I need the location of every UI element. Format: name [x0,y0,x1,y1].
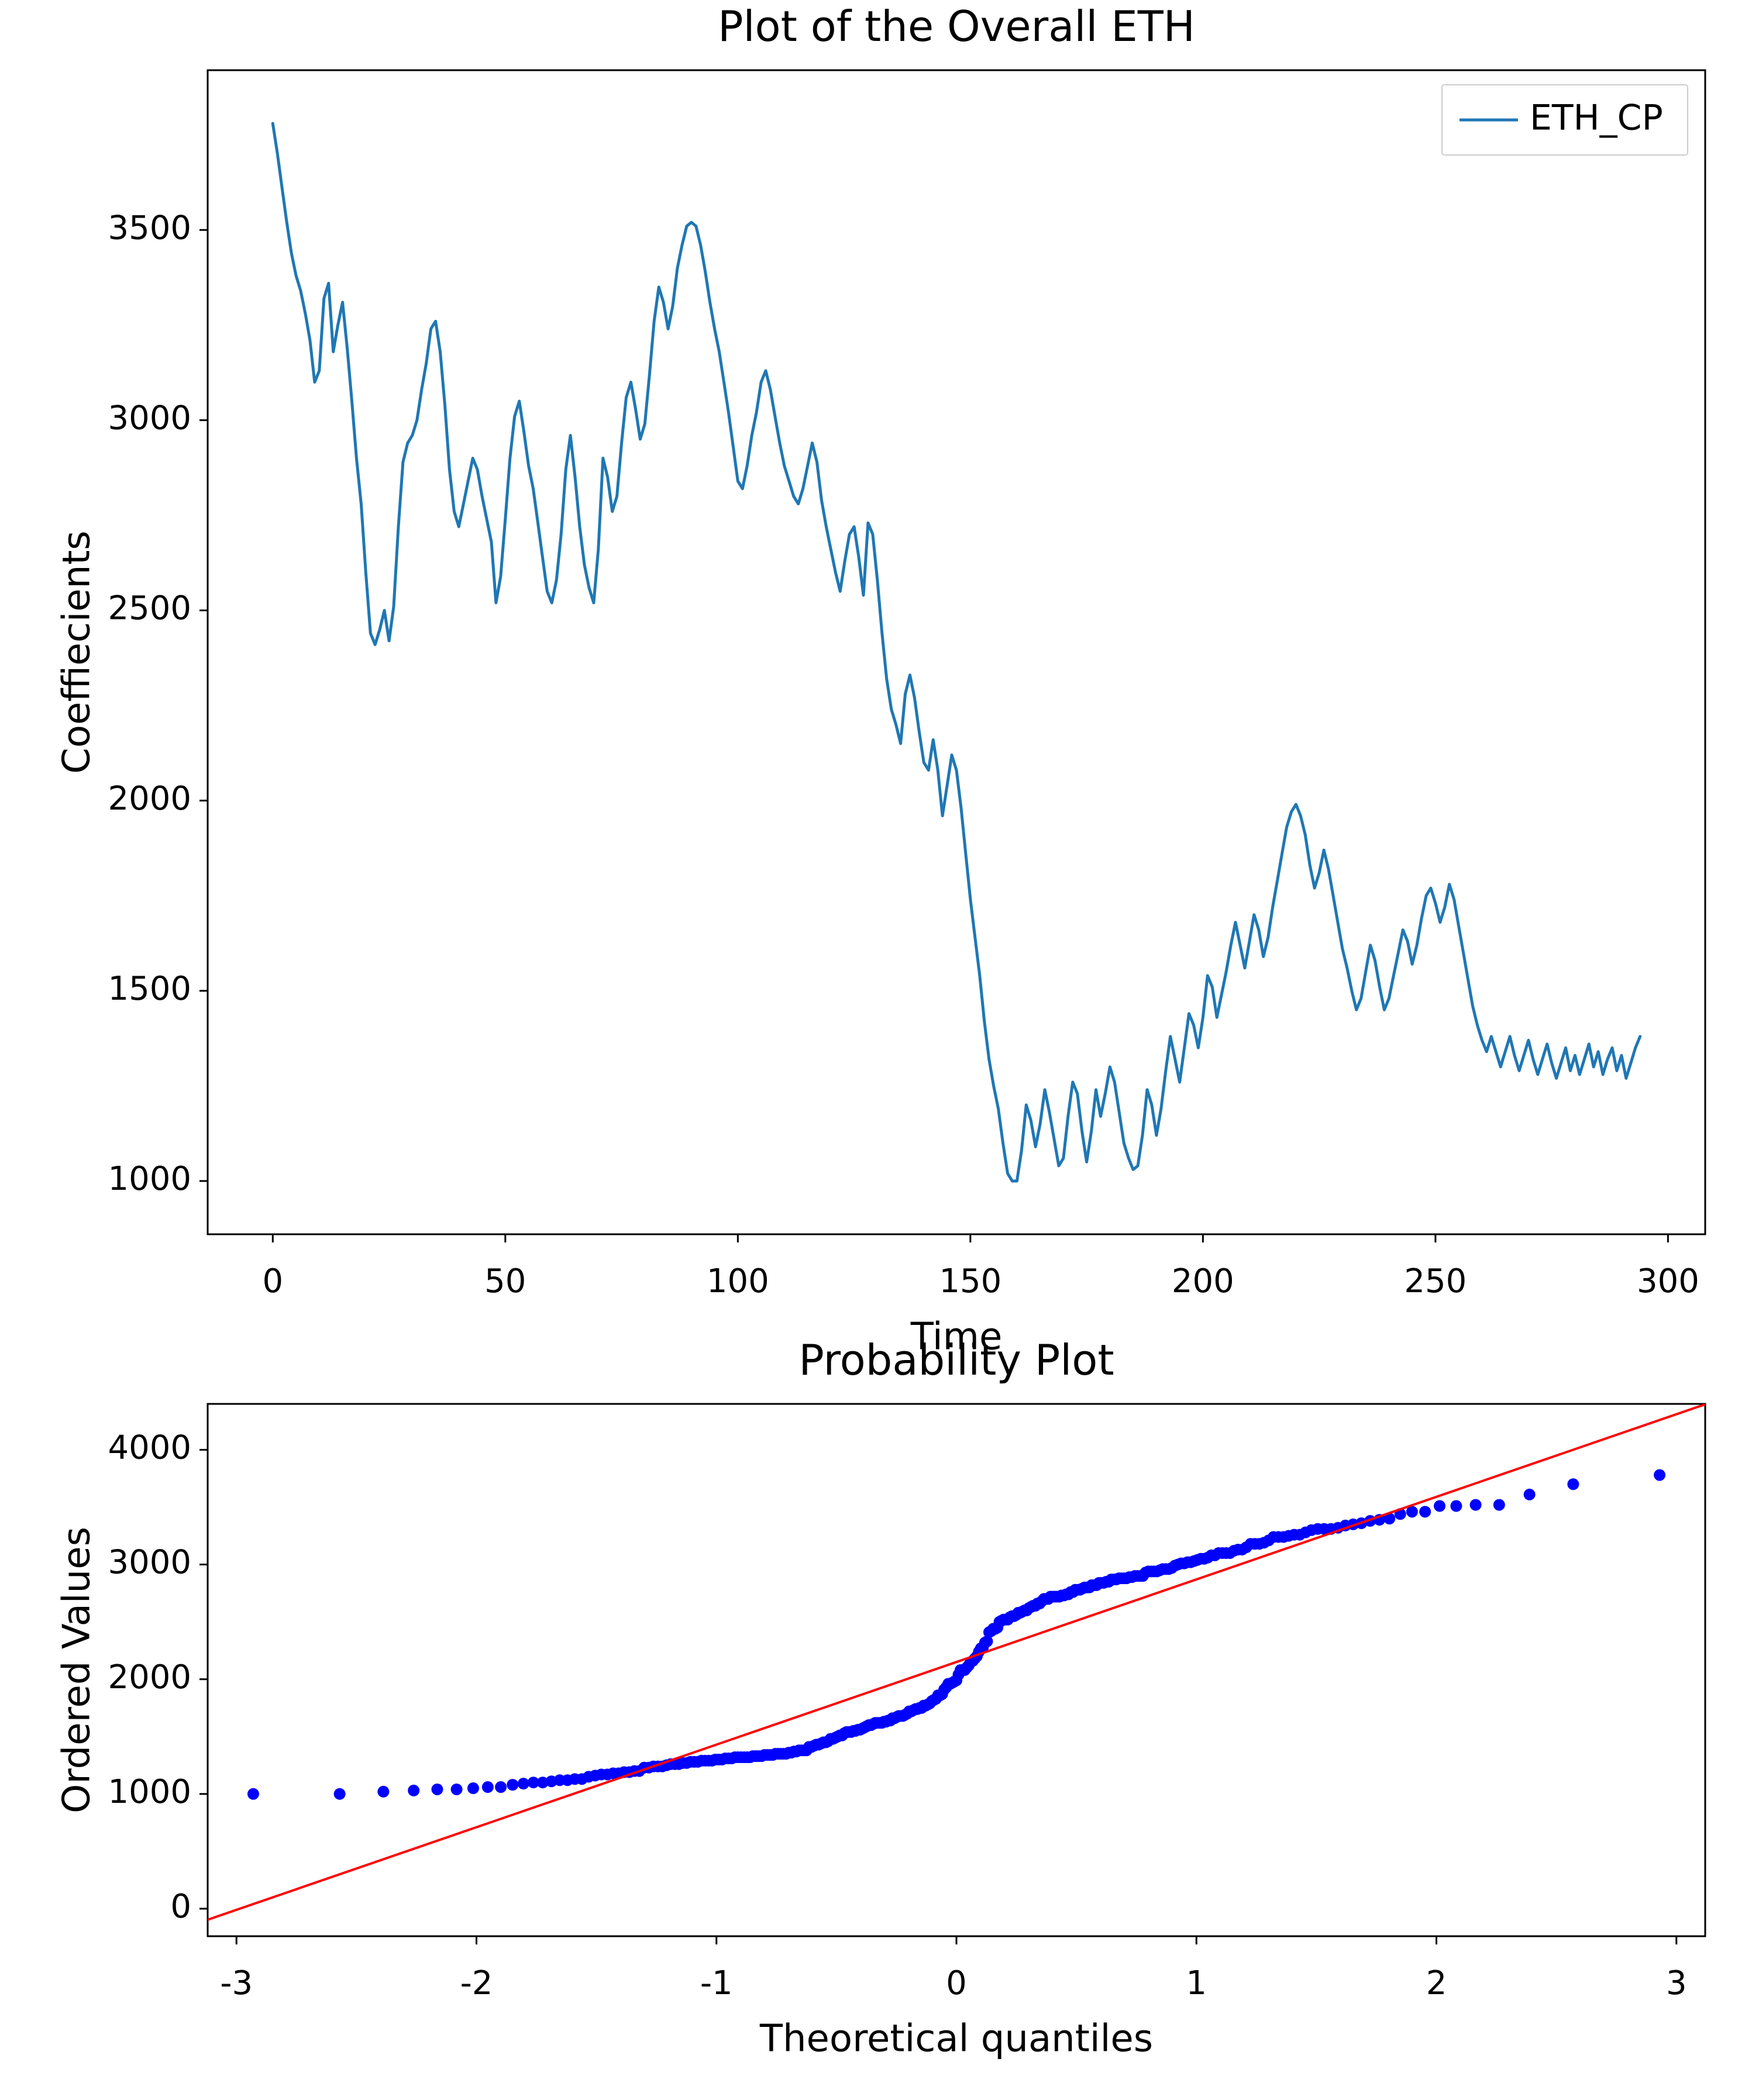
qq-point [1493,1499,1505,1511]
plot-border [208,70,1705,1234]
qq-point [1450,1500,1462,1512]
legend: ETH_CP [1442,85,1688,155]
y-tick-label: 2000 [108,1658,191,1696]
x-tick-label: 0 [946,1964,967,2002]
x-tick-label: 150 [939,1262,1001,1300]
x-tick-label: 1 [1186,1964,1207,2002]
x-tick-label: -2 [460,1964,493,2002]
x-tick-label: 100 [707,1262,769,1300]
figure-container: 0501001502002503001000150020002500300035… [0,0,1752,2100]
y-tick-label: 0 [170,1888,191,1926]
fit-line [208,1404,1705,1920]
x-tick-label: 200 [1172,1262,1234,1300]
x-tick-label: 250 [1404,1262,1467,1300]
y-tick-label: 2000 [108,780,191,818]
qq-point [1470,1499,1482,1511]
qq-scatter [247,1469,1665,1800]
chart-title: Probability Plot [798,1335,1114,1385]
qq-point [408,1785,419,1796]
y-tick-label: 1500 [108,970,191,1008]
x-tick-label: 3 [1666,1964,1687,2002]
qq-point [247,1788,259,1800]
qq-point [1654,1469,1665,1481]
top-chart: 0 50 100 150 200 250 300 1000 1500 2000 2500 3000 35… [56,2,1705,1358]
x-axis-label: Theoretical quantiles [759,2017,1153,2060]
y-tick-label: 3500 [108,209,191,247]
y-tick-label: 4000 [108,1429,191,1467]
qq-point [1524,1489,1536,1500]
qq-point [482,1781,494,1793]
x-tick-label: -3 [220,1964,253,2002]
x-tick-label: 2 [1426,1964,1447,2002]
bottom-chart: -3 -2 -1 0 1 2 3 0 1000 2000 3000 4000 Probability P… [56,1335,1705,2060]
x-tick-label: 300 [1637,1262,1699,1300]
y-tick-label: 1000 [108,1160,191,1198]
qq-point [1434,1500,1445,1512]
y-tick-label: 2500 [108,590,191,628]
eth-line [273,123,1640,1181]
x-tick-label: 50 [484,1262,526,1300]
x-tick-label: 0 [262,1262,283,1300]
qq-point [431,1784,443,1795]
y-axis-label: Ordered Values [56,1527,99,1813]
figure-svg: 0501001502002503001000150020002500300035… [0,0,1752,2100]
qq-point [1419,1506,1431,1517]
qq-point [334,1788,346,1800]
qq-point [1567,1478,1579,1490]
legend-label: ETH_CP [1530,98,1663,139]
qq-point [467,1782,479,1794]
qq-point [518,1778,529,1789]
y-tick-label: 1000 [108,1773,191,1811]
x-tick-label: -1 [700,1964,733,2002]
qq-point [451,1784,463,1795]
y-tick-label: 3000 [108,1544,191,1582]
chart-title: Plot of the Overall ETH [718,2,1195,51]
qq-point [495,1781,507,1793]
y-tick-label: 3000 [108,399,191,437]
qq-point [507,1779,518,1791]
y-axis-label: Coeffiecients [56,531,99,774]
qq-point [377,1786,389,1798]
